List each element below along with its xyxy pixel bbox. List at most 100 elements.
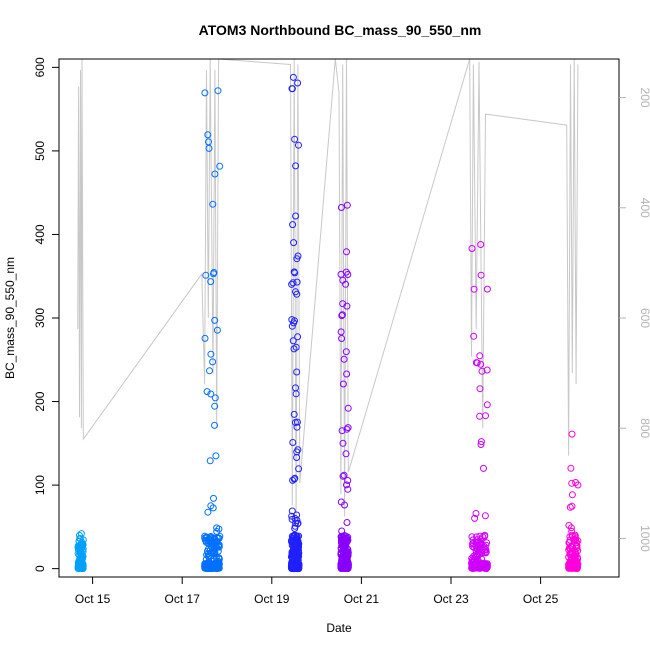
data-point [201,89,209,97]
x-tick-label: Oct 25 [523,592,559,606]
y-tick-label: 0 [33,565,47,572]
data-point [479,533,487,541]
flight-points [201,87,224,573]
data-point [211,394,219,402]
data-point [568,491,576,499]
data-point [209,200,217,208]
data-point [343,201,351,209]
y2-tick-label: 200 [638,88,650,108]
data-point [215,542,222,550]
data-point [292,162,300,170]
data-point [569,543,577,551]
data-point [77,562,85,570]
data-point [477,438,485,446]
data-point [339,472,347,480]
data-point [483,401,491,409]
data-point [210,269,218,276]
data-point [480,464,487,472]
data-point [343,248,350,256]
data-point [293,418,301,426]
data-point [478,563,486,571]
data-point [214,534,222,542]
data-point [293,423,301,431]
data-point [476,352,484,360]
data-point [566,503,574,511]
data-point [344,477,352,484]
flight-points [468,241,491,573]
data-point [288,512,296,520]
data-point [288,322,296,330]
data-point [290,537,298,545]
data-point [572,543,580,550]
data-point [468,533,476,541]
data-point [207,390,215,398]
data-point [214,87,222,95]
data-point [295,541,302,548]
data-point [292,343,300,351]
flight-points [287,73,303,573]
data-point [340,355,348,363]
data-point [288,548,296,556]
data-point [216,162,224,170]
data-point [476,543,484,551]
data-point [344,560,352,568]
data-point [293,511,301,519]
data-point [211,421,218,429]
data-point [212,452,220,460]
data-point [476,412,484,420]
x-axis-label: Date [326,621,352,635]
data-point [292,565,300,572]
data-point [77,543,85,551]
y-tick-label: 100 [33,475,47,495]
data-point [477,562,485,569]
data-point [339,439,347,447]
data-point [339,300,347,308]
data-point [215,564,223,572]
data-point [344,548,352,556]
data-point [288,550,296,558]
data-point [337,328,345,336]
data-point [289,552,297,560]
data-point [566,544,573,552]
data-point [289,279,297,287]
data-point [476,539,484,547]
data-point [293,290,301,298]
y-tick-label: 400 [33,224,47,244]
data-point [339,549,347,557]
data-point [211,170,219,178]
x-tick-label: Oct 21 [344,592,380,606]
data-point [344,485,352,493]
data-point [343,519,351,526]
data-point [294,446,302,454]
data-point [288,85,296,93]
data-point [337,545,345,553]
y2-tick-label: 400 [638,198,650,218]
data-point [205,554,213,562]
data-point [572,479,580,486]
data-point [477,271,485,279]
data-point [294,79,302,87]
data-point [290,345,298,353]
data-point [294,519,302,527]
x-tick-label: Oct 19 [254,592,290,606]
data-point [210,534,218,542]
data-point [289,439,297,446]
data-point [204,508,212,516]
data-point [343,370,351,378]
data-point [344,424,352,432]
data-point [471,514,479,522]
data-point [290,544,298,552]
data-point [338,427,346,435]
data-point [288,515,296,523]
data-point [337,204,345,211]
data-point [209,504,217,512]
y-axis: 0 100 200 300 400 500 600 [33,57,59,572]
data-point [292,212,300,220]
data-point [483,285,491,293]
data-point [342,268,350,276]
data-point [565,521,573,529]
y2-tick-label: 600 [638,308,650,328]
data-point [292,384,299,392]
data-point [470,332,478,340]
